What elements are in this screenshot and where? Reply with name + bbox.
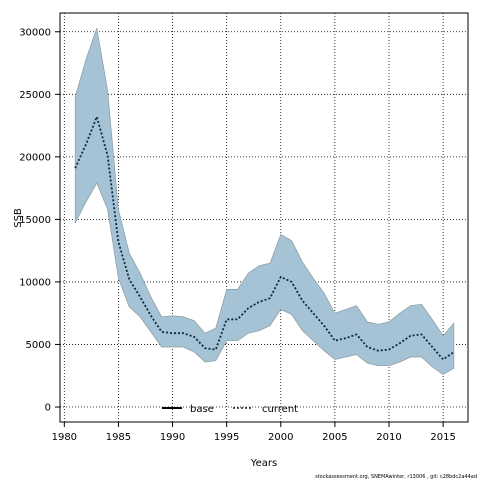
x-tick-label: 2005 — [322, 432, 347, 443]
x-tick-label: 1985 — [106, 432, 131, 443]
x-tick-label: 1995 — [214, 432, 239, 443]
y-tick-label: 20000 — [19, 152, 51, 163]
x-tick-label: 2010 — [376, 432, 401, 443]
x-axis: 1980 1985 1990 1995 2000 2005 2010 2015 — [52, 422, 456, 443]
series-lines — [74, 113, 455, 361]
legend-base-label: base — [190, 404, 214, 415]
x-tick-label: 2015 — [430, 432, 455, 443]
legend: base current — [162, 404, 298, 415]
x-tick-label: 1980 — [52, 432, 77, 443]
y-tick-label: 5000 — [26, 340, 51, 351]
y-tick-label: 15000 — [19, 215, 51, 226]
grid-lines — [60, 13, 468, 422]
series-line-current — [74, 113, 455, 361]
plot-frame — [59, 12, 469, 423]
y-tick-label: 0 — [45, 402, 51, 413]
y-axis-label: SSB — [13, 208, 24, 228]
y-tick-label: 30000 — [19, 27, 51, 38]
x-axis-label: Years — [250, 458, 277, 469]
x-tick-label: 1990 — [160, 432, 185, 443]
footer-text: stockassessment.org, SNEMAwinter, r13006… — [315, 474, 477, 480]
y-tick-label: 25000 — [19, 90, 51, 101]
legend-current-label: current — [262, 404, 298, 415]
x-tick-label: 2000 — [268, 432, 293, 443]
y-axis: 0 5000 10000 15000 20000 25000 30000 — [19, 27, 60, 413]
y-tick-label: 10000 — [19, 277, 51, 288]
confidence-band — [74, 27, 455, 375]
